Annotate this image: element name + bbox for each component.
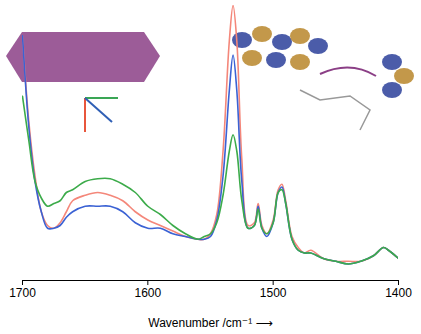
svg-text:Wavenumber /cm⁻¹ ⟶: Wavenumber /cm⁻¹ ⟶ (148, 316, 272, 330)
svg-text:1700: 1700 (9, 286, 36, 300)
svg-text:1600: 1600 (134, 286, 161, 300)
svg-text:1500: 1500 (260, 286, 287, 300)
svg-text:1400: 1400 (385, 286, 412, 300)
